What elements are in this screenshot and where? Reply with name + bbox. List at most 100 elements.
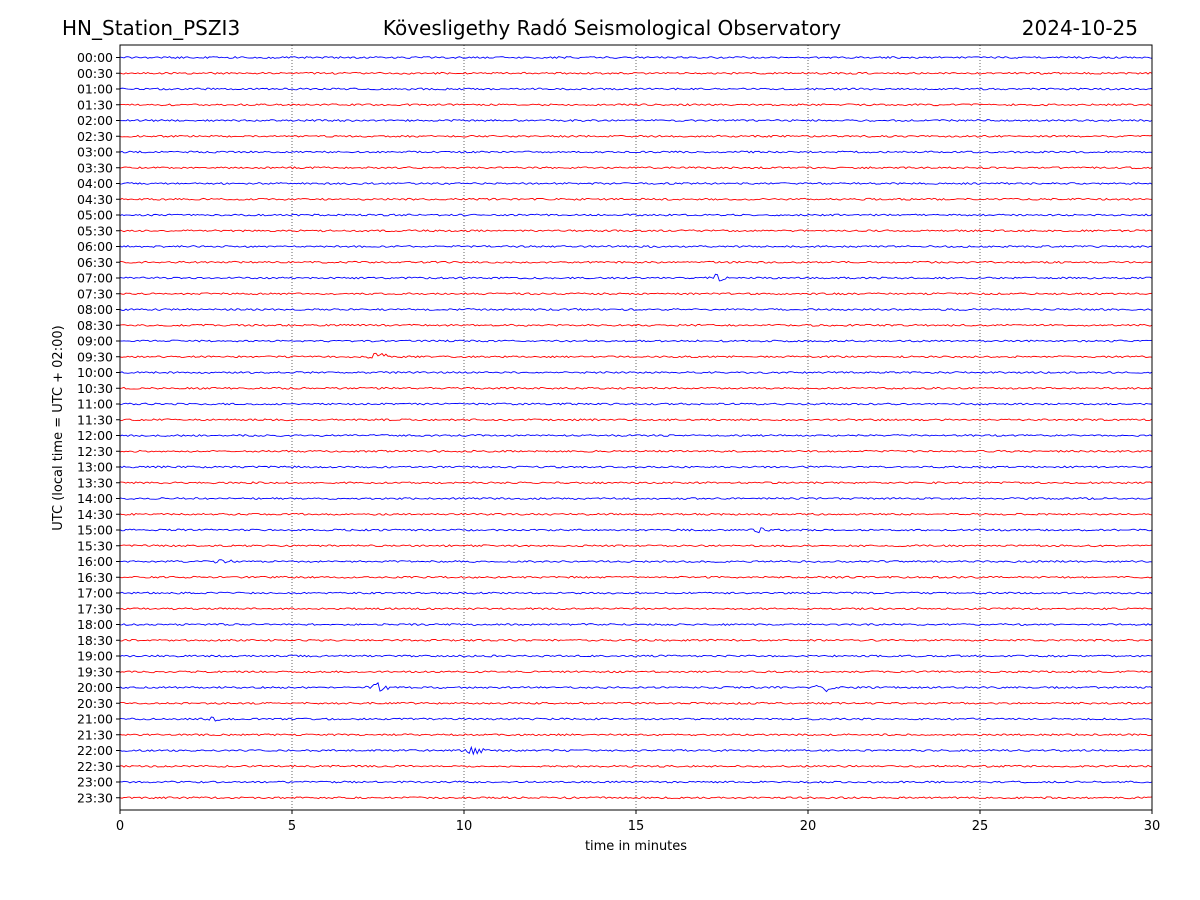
trace-0330 (119, 166, 1153, 170)
trace-2200 (119, 745, 1153, 756)
trace-1230 (119, 449, 1152, 453)
y-tick-label: 12:00 (77, 428, 113, 443)
x-tick-label: 10 (456, 819, 473, 834)
y-tick-label: 23:30 (77, 790, 113, 805)
y-tick-label: 08:00 (77, 302, 113, 317)
trace-1200 (119, 434, 1153, 437)
y-tick-label: 06:30 (77, 255, 113, 270)
trace-1530 (119, 544, 1153, 548)
trace-0030 (119, 71, 1153, 75)
y-tick-label: 10:30 (77, 381, 113, 396)
y-tick-label: 10:00 (77, 365, 113, 380)
station-name: HN_Station_PSZI3 (62, 16, 241, 40)
trace-0730 (119, 292, 1153, 296)
y-tick-label: 11:00 (77, 397, 113, 412)
trace-2130 (119, 733, 1153, 737)
y-tick-label: 20:30 (77, 696, 113, 711)
trace-2100 (119, 716, 1153, 722)
trace-2000 (119, 681, 1153, 693)
y-tick-label: 05:00 (77, 208, 113, 223)
trace-1300 (119, 465, 1153, 469)
y-tick-label: 09:30 (77, 349, 113, 364)
x-tick-label: 15 (628, 819, 645, 834)
trace-2330 (119, 796, 1153, 800)
trace-1330 (119, 481, 1153, 485)
y-tick-label: 16:00 (77, 554, 113, 569)
y-tick-label: 12:30 (77, 444, 113, 459)
trace-1630 (119, 575, 1153, 579)
trace-0130 (119, 103, 1153, 107)
trace-0930 (119, 352, 1153, 359)
y-axis-label: UTC (local time = UTC + 02:00) (51, 325, 66, 530)
y-tick-label: 17:00 (77, 586, 113, 601)
x-tick-label: 5 (288, 819, 296, 834)
trace-0000 (119, 56, 1153, 59)
y-tick-label: 06:00 (77, 239, 113, 254)
observatory-title: Kövesligethy Radó Seismological Observat… (382, 16, 842, 40)
trace-0200 (119, 119, 1153, 122)
seismic-traces (119, 56, 1153, 800)
trace-1830 (119, 638, 1153, 642)
y-tick-label: 05:30 (77, 223, 113, 238)
y-tick-label: 03:30 (77, 160, 113, 175)
y-tick-label: 19:30 (77, 664, 113, 679)
y-tick-label: 15:30 (77, 538, 113, 553)
grid-lines (291, 45, 981, 810)
y-tick-label: 01:00 (77, 82, 113, 97)
trace-1400 (119, 497, 1153, 500)
y-tick-label: 16:30 (77, 570, 113, 585)
trace-0800 (119, 308, 1153, 311)
x-tick-label: 0 (116, 819, 124, 834)
y-tick-label: 04:30 (77, 192, 113, 207)
y-tick-label: 19:00 (77, 649, 113, 664)
y-tick-label: 02:30 (77, 129, 113, 144)
trace-1800 (119, 623, 1153, 626)
x-tick-label: 25 (972, 819, 989, 834)
y-tick-label: 11:30 (77, 412, 113, 427)
trace-2300 (119, 780, 1153, 784)
y-tick-label: 21:30 (77, 727, 113, 742)
trace-1930 (119, 670, 1153, 674)
trace-0300 (119, 150, 1153, 154)
trace-1730 (119, 607, 1153, 611)
y-tick-label: 15:00 (77, 523, 113, 538)
y-tick-label: 04:00 (77, 176, 113, 191)
y-tick-label: 20:00 (77, 680, 113, 695)
y-tick-label: 07:30 (77, 286, 113, 301)
trace-1030 (119, 386, 1153, 390)
y-tick-label: 02:00 (77, 113, 113, 128)
trace-2030 (119, 701, 1153, 705)
y-tick-label: 00:30 (77, 66, 113, 81)
trace-0900 (119, 339, 1153, 343)
trace-1700 (119, 591, 1153, 595)
trace-1000 (119, 371, 1153, 374)
trace-0230 (119, 134, 1153, 138)
trace-0100 (119, 87, 1153, 91)
y-tick-label: 09:00 (77, 334, 113, 349)
y-tick-label: 13:30 (77, 475, 113, 490)
trace-1100 (119, 402, 1153, 406)
x-tick-label: 20 (800, 819, 817, 834)
x-axis-label: time in minutes (585, 839, 687, 854)
y-tick-label: 17:30 (77, 601, 113, 616)
trace-1500 (119, 527, 1153, 534)
y-tick-label: 08:30 (77, 318, 113, 333)
trace-1900 (119, 654, 1153, 658)
y-tick-label: 00:00 (77, 50, 113, 65)
trace-0700 (119, 273, 1153, 282)
trace-1130 (119, 418, 1153, 422)
y-tick-label: 21:00 (77, 712, 113, 727)
trace-2230 (119, 764, 1153, 768)
trace-1600 (119, 559, 1153, 564)
y-tick-label: 14:00 (77, 491, 113, 506)
x-tick-label: 30 (1144, 819, 1161, 834)
y-tick-label: 03:00 (77, 145, 113, 160)
y-tick-label: 13:00 (77, 460, 113, 475)
trace-0500 (119, 213, 1153, 217)
trace-0430 (119, 197, 1153, 201)
y-tick-label: 23:00 (77, 775, 113, 790)
trace-0530 (119, 229, 1153, 233)
trace-0630 (120, 260, 1153, 264)
trace-0400 (119, 182, 1153, 185)
